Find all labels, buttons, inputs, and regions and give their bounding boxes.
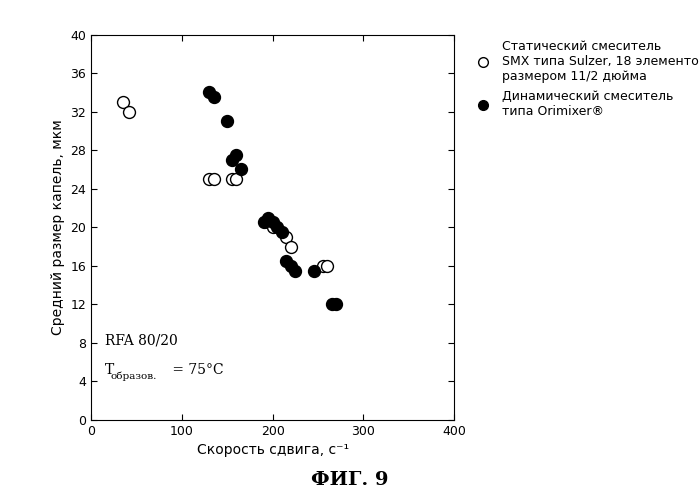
Point	[203, 88, 215, 96]
Point	[263, 218, 274, 226]
Point	[285, 243, 296, 250]
Point	[203, 175, 215, 183]
X-axis label: Скорость сдвига, с⁻¹: Скорость сдвига, с⁻¹	[196, 443, 349, 457]
Y-axis label: Средний размер капель, мкм: Средний размер капель, мкм	[50, 120, 64, 335]
Point	[263, 213, 274, 221]
Point	[208, 175, 219, 183]
Point	[226, 175, 238, 183]
Point	[231, 151, 242, 159]
Point	[308, 267, 319, 275]
Point	[124, 108, 135, 116]
Point	[326, 300, 338, 308]
Point	[208, 93, 219, 101]
Point	[285, 262, 296, 270]
Text: образов.: образов.	[111, 372, 157, 381]
Point	[117, 98, 129, 106]
Point	[231, 175, 242, 183]
Point	[276, 228, 287, 236]
Point	[280, 257, 292, 265]
Point	[317, 262, 329, 270]
Point	[235, 165, 247, 173]
Point	[271, 223, 282, 231]
Point	[280, 233, 292, 241]
Point	[267, 223, 278, 231]
Legend: Статический смеситель
SMX типа Sulzer, 18 элементов
размером 11/2 дюйма, Динамич: Статический смеситель SMX типа Sulzer, 1…	[466, 35, 699, 123]
Point	[226, 156, 238, 164]
Text: = 75°C: = 75°C	[168, 363, 224, 376]
Text: T: T	[105, 363, 114, 376]
Point	[331, 300, 342, 308]
Point	[258, 218, 269, 226]
Text: ФИГ. 9: ФИГ. 9	[311, 471, 388, 489]
Text: RFA 80/20: RFA 80/20	[105, 333, 178, 348]
Point	[267, 218, 278, 226]
Point	[222, 117, 233, 125]
Point	[289, 267, 301, 275]
Point	[322, 262, 333, 270]
